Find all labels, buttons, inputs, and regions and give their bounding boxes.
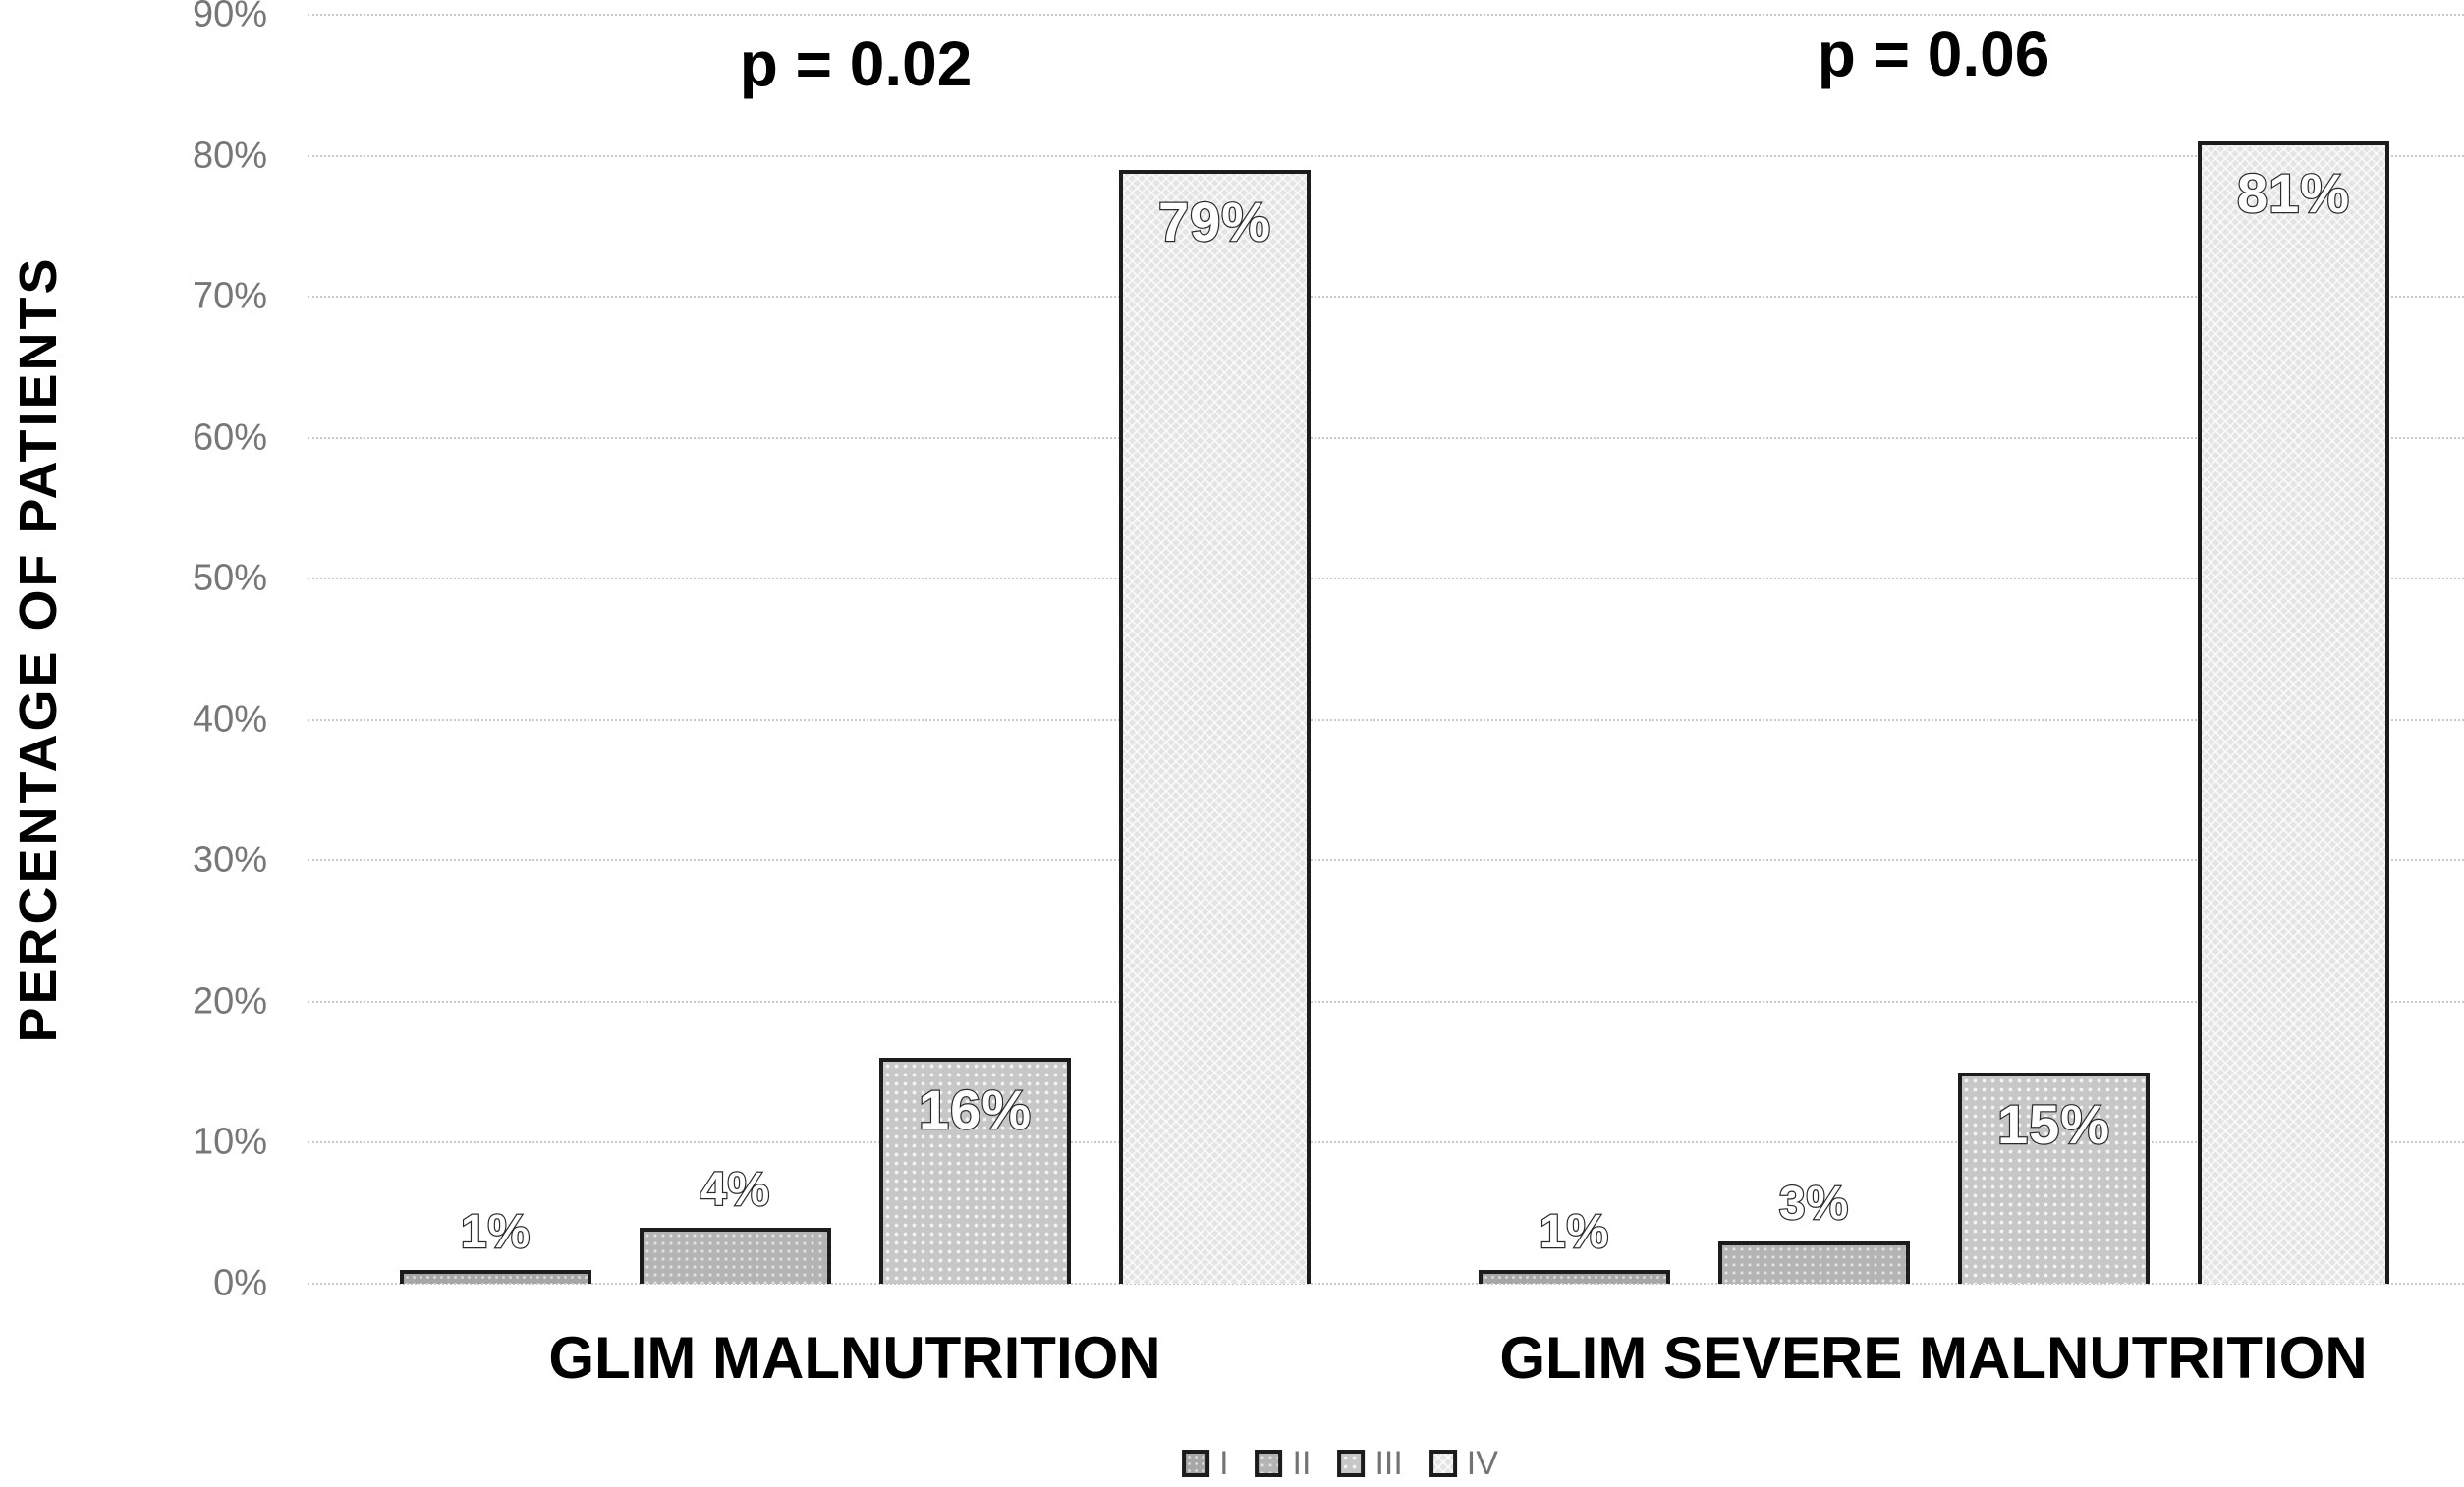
y-tick-label-10: 10% [192, 1121, 267, 1163]
bar-IV-category-0 [1119, 170, 1311, 1284]
gridline-80 [308, 155, 2464, 157]
data-label-I-category-1: 1% [1539, 1205, 1610, 1259]
legend-item-I: I [1182, 1445, 1229, 1482]
legend: I II III IV [1182, 1446, 1498, 1481]
y-tick-label-0: 0% [213, 1262, 267, 1304]
gridline-60 [308, 437, 2464, 439]
legend-label-I: I [1219, 1445, 1229, 1482]
y-tick-label-20: 20% [192, 980, 267, 1022]
bar-I-category-1 [1479, 1270, 1670, 1284]
y-tick-label-40: 40% [192, 698, 267, 741]
data-label-III-category-1: 15% [1996, 1092, 2111, 1156]
legend-item-IV: IV [1428, 1445, 1498, 1482]
legend-label-III: III [1374, 1445, 1403, 1482]
gridline-40 [308, 719, 2464, 721]
data-label-I-category-0: 1% [460, 1205, 532, 1259]
gridline-20 [308, 1001, 2464, 1003]
y-tick-label-50: 50% [192, 557, 267, 599]
gridline-50 [308, 578, 2464, 579]
bar-I-category-0 [400, 1270, 591, 1284]
data-label-III-category-0: 16% [918, 1077, 1033, 1141]
p-value-annotation-0: p = 0.02 [739, 28, 973, 99]
gridline-70 [308, 296, 2464, 298]
legend-swatch-I [1182, 1450, 1210, 1477]
gridline-0 [308, 1283, 2464, 1285]
legend-swatch-IV [1428, 1450, 1457, 1477]
bar-III-category-0 [879, 1058, 1071, 1284]
legend-label-IV: IV [1466, 1445, 1498, 1482]
y-tick-label-60: 60% [192, 416, 267, 459]
data-label-IV-category-0: 79% [1157, 190, 1272, 253]
gridline-90 [308, 14, 2464, 16]
legend-swatch-II [1255, 1450, 1283, 1477]
y-tick-label-80: 80% [192, 135, 267, 177]
legend-item-II: II [1255, 1445, 1312, 1482]
legend-item-III: III [1337, 1445, 1403, 1482]
y-tick-label-30: 30% [192, 839, 267, 881]
gridline-30 [308, 859, 2464, 861]
y-axis-title: PERCENTAGE OF PATIENTS [9, 255, 68, 1043]
bar-IV-category-1 [2198, 141, 2389, 1284]
legend-label-II: II [1292, 1445, 1312, 1482]
bar-II-category-0 [640, 1228, 831, 1284]
legend-swatch-III [1337, 1450, 1366, 1477]
data-label-II-category-0: 4% [700, 1163, 771, 1217]
bar-III-category-1 [1958, 1073, 2150, 1284]
bar-II-category-1 [1718, 1241, 1910, 1284]
y-tick-label-70: 70% [192, 275, 267, 317]
category-label-glim-severe-malnutrition: GLIM SEVERE MALNUTRITION [1499, 1325, 2368, 1391]
y-tick-label-90: 90% [192, 0, 267, 35]
gridline-10 [308, 1141, 2464, 1143]
data-label-II-category-1: 3% [1778, 1177, 1850, 1231]
category-label-glim-malnutrition: GLIM MALNUTRITION [548, 1325, 1161, 1391]
p-value-annotation-1: p = 0.06 [1817, 19, 2050, 89]
data-label-IV-category-1: 81% [2236, 161, 2351, 225]
